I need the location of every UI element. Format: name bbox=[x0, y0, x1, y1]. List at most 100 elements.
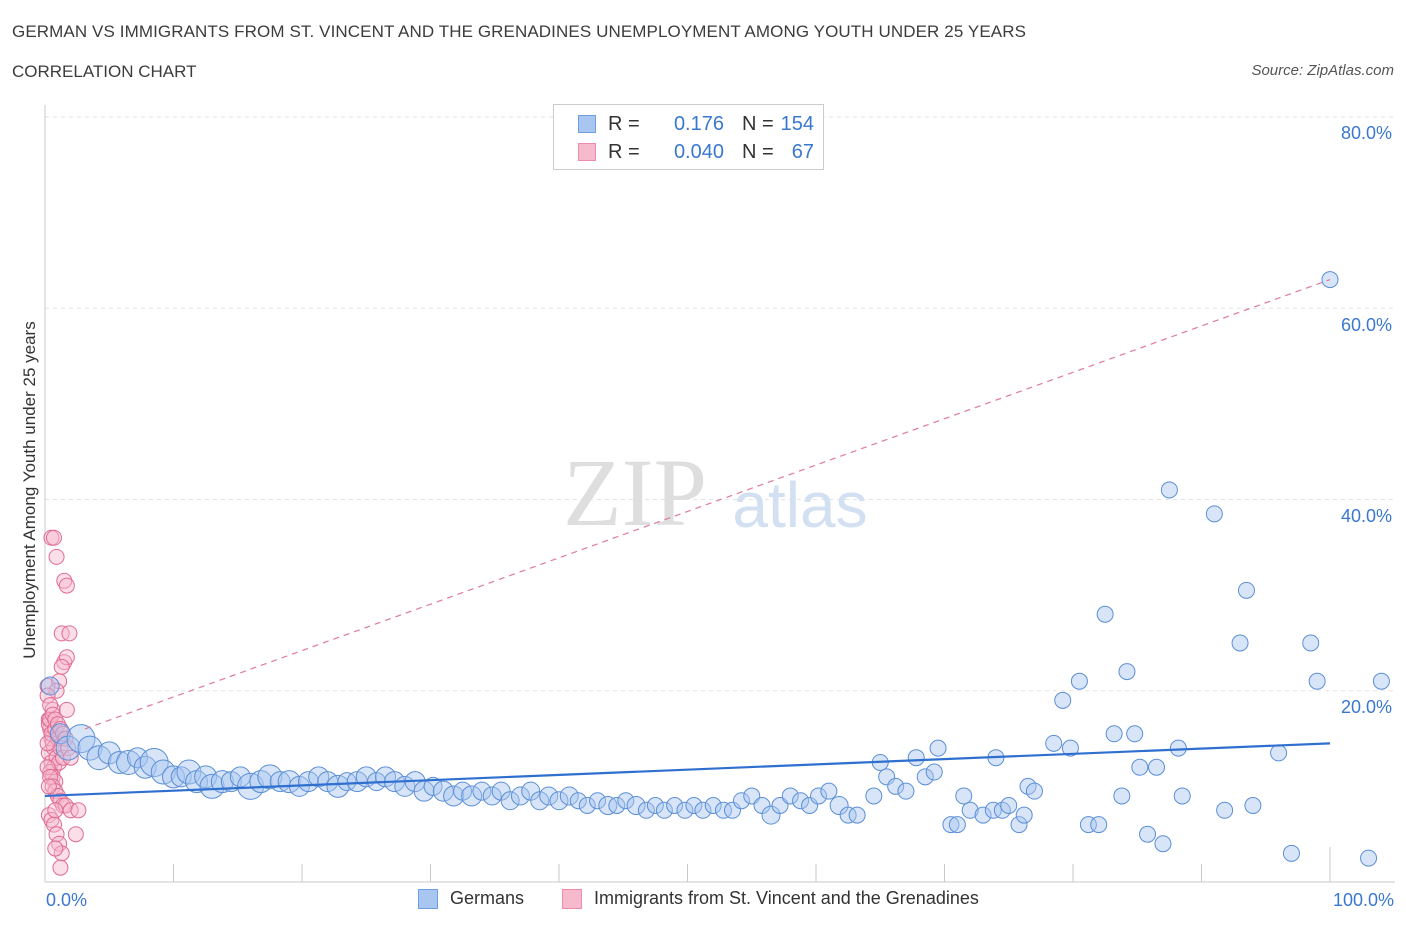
legend-germans[interactable]: Germans bbox=[418, 888, 524, 909]
germans-point bbox=[1148, 758, 1166, 776]
immigrants-point bbox=[52, 721, 69, 737]
legend-immigrants[interactable]: Immigrants from St. Vincent and the Gren… bbox=[562, 888, 979, 909]
germans-point bbox=[897, 782, 915, 800]
immigrants-point bbox=[48, 548, 65, 565]
gridlines bbox=[45, 116, 1395, 692]
germans-point bbox=[878, 768, 896, 786]
immigrants-point bbox=[42, 711, 59, 728]
germans-point bbox=[1070, 672, 1088, 690]
germans-point bbox=[1096, 605, 1114, 623]
germans-point bbox=[974, 806, 992, 824]
germans-point bbox=[1126, 725, 1144, 743]
immigrants-point bbox=[58, 577, 75, 594]
watermark: ZIP atlas bbox=[563, 439, 868, 546]
germans-point bbox=[1216, 801, 1234, 819]
immigrants-point bbox=[39, 735, 56, 752]
immigrants-trend-line bbox=[84, 278, 1331, 730]
immigrants-points bbox=[39, 529, 87, 876]
germans-point bbox=[423, 776, 443, 796]
immigrants-point bbox=[58, 701, 75, 718]
germans-point bbox=[955, 787, 973, 805]
watermark-atlas: atlas bbox=[732, 469, 867, 541]
immigrants-point bbox=[67, 826, 84, 843]
immigrants-point bbox=[39, 759, 56, 776]
immigrants-point bbox=[53, 658, 70, 675]
trend-lines bbox=[44, 278, 1331, 798]
immigrants-point bbox=[47, 840, 64, 857]
chart-subtitle: CORRELATION CHART bbox=[12, 62, 197, 81]
germans-point bbox=[510, 786, 530, 806]
n-value: 154 bbox=[780, 112, 814, 135]
immigrants-point bbox=[57, 730, 74, 747]
germans-point bbox=[1169, 739, 1187, 757]
germans-point bbox=[676, 801, 694, 819]
immigrants-point bbox=[53, 845, 70, 862]
immigrants-point bbox=[56, 572, 73, 589]
immigrants-point bbox=[61, 625, 78, 642]
germans-point bbox=[1015, 806, 1033, 824]
germans-point bbox=[1237, 581, 1255, 599]
legend-label: Germans bbox=[450, 888, 525, 908]
germans-point bbox=[1054, 691, 1072, 709]
germans-point bbox=[1282, 844, 1300, 862]
x-tick-label: 0.0% bbox=[46, 890, 88, 910]
germans-point bbox=[666, 797, 684, 814]
germans-point bbox=[500, 791, 520, 811]
chart-title: GERMAN VS IMMIGRANTS FROM ST. VINCENT AN… bbox=[12, 22, 1027, 41]
germans-point bbox=[1113, 787, 1131, 805]
germans-point bbox=[887, 777, 905, 795]
germans-point bbox=[40, 676, 60, 696]
r-label: R = bbox=[608, 140, 640, 163]
immigrants-swatch bbox=[578, 143, 596, 161]
immigrants-point bbox=[52, 859, 69, 876]
germans-point bbox=[829, 796, 849, 815]
source-label: Source: ZipAtlas.com bbox=[1251, 62, 1394, 79]
immigrants-point bbox=[40, 778, 57, 795]
stats-row-immigrants: R = 0.040 N = 67 bbox=[578, 139, 814, 165]
germans-point bbox=[655, 801, 673, 819]
immigrants-point bbox=[47, 711, 64, 728]
germans-point bbox=[49, 723, 71, 745]
germans-point bbox=[97, 741, 121, 765]
germans-point bbox=[839, 806, 857, 824]
germans-point bbox=[761, 805, 781, 825]
germans-point bbox=[589, 792, 607, 810]
germans-point bbox=[907, 749, 925, 767]
germans-point bbox=[210, 770, 234, 794]
germans-point bbox=[443, 785, 465, 807]
germans-point bbox=[961, 801, 979, 819]
germans-point bbox=[916, 768, 934, 786]
y-tick-label: 80.0% bbox=[1340, 123, 1392, 143]
germans-point bbox=[646, 797, 664, 814]
germans-point bbox=[732, 792, 750, 810]
germans-swatch bbox=[578, 115, 596, 133]
germans-point bbox=[530, 791, 550, 811]
n-value: 67 bbox=[791, 140, 814, 163]
germans-point bbox=[948, 816, 966, 834]
immigrants-point bbox=[62, 749, 79, 766]
germans-point bbox=[1244, 797, 1262, 814]
germans-point bbox=[539, 786, 559, 806]
germans-point bbox=[781, 787, 799, 805]
immigrants-point bbox=[44, 701, 61, 718]
y-tick-label: 40.0% bbox=[1340, 506, 1392, 526]
germans-point bbox=[1139, 825, 1157, 843]
y-tick-label: 20.0% bbox=[1340, 697, 1392, 717]
germans-point bbox=[1118, 663, 1136, 681]
n-label: N = bbox=[742, 140, 774, 163]
germans-point bbox=[578, 797, 596, 814]
watermark-zip: ZIP bbox=[563, 439, 707, 546]
germans-point bbox=[1061, 739, 1079, 757]
germans-point bbox=[801, 797, 819, 814]
germans-point bbox=[942, 816, 960, 834]
n-label: N = bbox=[742, 112, 774, 135]
germans-point bbox=[1090, 816, 1108, 834]
immigrants-point bbox=[43, 811, 60, 828]
germans-point bbox=[1154, 835, 1172, 853]
germans-point bbox=[865, 787, 883, 805]
germans-point bbox=[1010, 816, 1028, 834]
germans-point bbox=[1000, 797, 1018, 814]
germans-point bbox=[549, 791, 569, 811]
germans-points bbox=[40, 271, 1390, 867]
axes bbox=[44, 105, 1395, 883]
